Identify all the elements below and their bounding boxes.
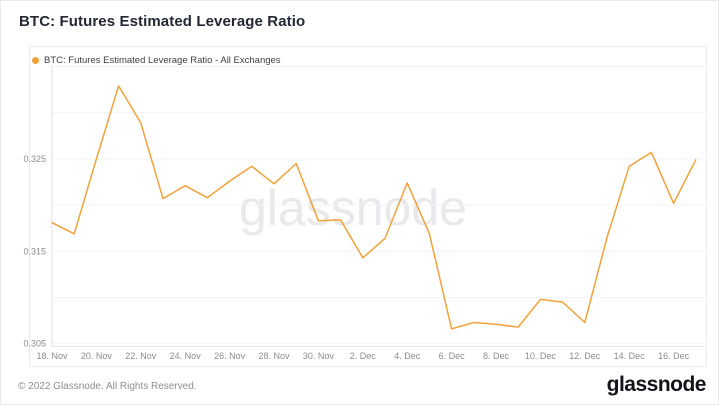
glassnode-logo: glassnode bbox=[606, 373, 707, 396]
chart-card bbox=[29, 46, 707, 367]
x-tick-label: 10. Dec bbox=[525, 351, 557, 361]
x-tick-label: 24. Nov bbox=[170, 351, 202, 361]
y-tick-label: 0.315 bbox=[23, 246, 46, 256]
x-tick-label: 22. Nov bbox=[125, 351, 157, 361]
x-tick-label: 30. Nov bbox=[303, 351, 335, 361]
y-tick-label: 0.325 bbox=[23, 154, 46, 164]
copyright-text: © 2022 Glassnode. All Rights Reserved. bbox=[18, 381, 197, 392]
plot-area[interactable] bbox=[52, 48, 705, 347]
y-tick-label: 0.305 bbox=[23, 339, 46, 349]
legend-label: BTC: Futures Estimated Leverage Ratio - … bbox=[44, 55, 281, 66]
x-tick-label: 6. Dec bbox=[439, 351, 466, 361]
x-tick-label: 16. Dec bbox=[658, 351, 690, 361]
x-tick-label: 28. Nov bbox=[258, 351, 290, 361]
series-line bbox=[51, 85, 697, 330]
x-tick-label: 20. Nov bbox=[81, 351, 113, 361]
page-title: BTC: Futures Estimated Leverage Ratio bbox=[19, 13, 306, 30]
series-color-dot-icon bbox=[32, 57, 39, 64]
x-tick-label: 18. Nov bbox=[36, 351, 68, 361]
x-tick-label: 4. Dec bbox=[394, 351, 421, 361]
glassnode-watermark: glassnode bbox=[239, 179, 467, 237]
x-tick-label: 14. Dec bbox=[614, 351, 646, 361]
x-tick-label: 2. Dec bbox=[350, 351, 377, 361]
x-tick-label: 26. Nov bbox=[214, 351, 246, 361]
x-tick-label: 8. Dec bbox=[483, 351, 510, 361]
chart-legend[interactable]: BTC: Futures Estimated Leverage Ratio - … bbox=[32, 55, 281, 66]
x-tick-label: 12. Dec bbox=[569, 351, 601, 361]
